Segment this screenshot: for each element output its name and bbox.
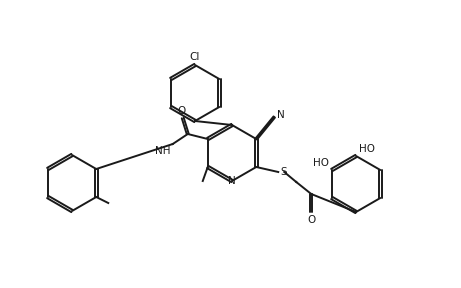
- Text: Cl: Cl: [190, 52, 200, 62]
- Text: HO: HO: [313, 158, 329, 168]
- Text: S: S: [280, 167, 287, 177]
- Text: N: N: [277, 110, 285, 120]
- Text: NH: NH: [155, 146, 171, 156]
- Text: HO: HO: [359, 144, 375, 154]
- Text: O: O: [307, 215, 315, 225]
- Text: N: N: [228, 176, 236, 186]
- Text: O: O: [177, 106, 186, 116]
